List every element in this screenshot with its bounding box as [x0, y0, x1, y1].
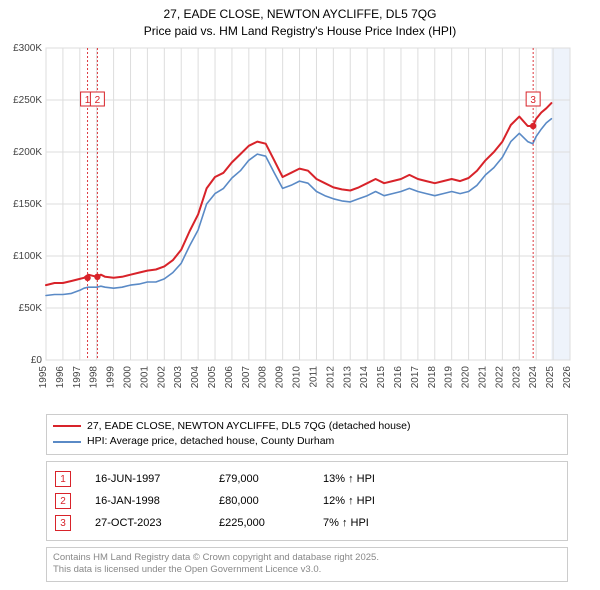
- legend-label: HPI: Average price, detached house, Coun…: [87, 434, 334, 450]
- credit-line-1: Contains HM Land Registry data © Crown c…: [53, 552, 561, 564]
- svg-text:1997: 1997: [72, 365, 83, 388]
- svg-text:2021: 2021: [477, 365, 488, 388]
- svg-text:2019: 2019: [444, 365, 455, 388]
- table-row: 2 16-JAN-1998 £80,000 12% ↑ HPI: [55, 490, 559, 512]
- svg-text:2023: 2023: [511, 365, 522, 388]
- svg-text:3: 3: [530, 95, 536, 106]
- svg-text:£300K: £300K: [13, 43, 42, 54]
- svg-text:2006: 2006: [224, 365, 235, 388]
- svg-text:2012: 2012: [325, 365, 336, 388]
- legend-row: HPI: Average price, detached house, Coun…: [53, 434, 561, 450]
- svg-text:2017: 2017: [410, 365, 421, 388]
- svg-text:2009: 2009: [275, 365, 286, 388]
- legend-label: 27, EADE CLOSE, NEWTON AYCLIFFE, DL5 7QG…: [87, 419, 411, 435]
- chart-area: £0 £50K £100K £150K £200K £250K £300K 1995 1996 1…: [0, 40, 600, 410]
- row-marker: 1: [55, 471, 71, 487]
- svg-text:2005: 2005: [207, 365, 218, 388]
- credit-line-2: This data is licensed under the Open Gov…: [53, 564, 561, 576]
- sales-table: 1 16-JUN-1997 £79,000 13% ↑ HPI 2 16-JAN-1998…: [46, 461, 568, 541]
- svg-text:2020: 2020: [461, 365, 472, 388]
- svg-text:1998: 1998: [89, 365, 100, 388]
- title-line-2: Price paid vs. HM Land Registry's House …: [0, 23, 600, 40]
- svg-text:1996: 1996: [55, 365, 66, 388]
- svg-text:2004: 2004: [190, 365, 201, 388]
- svg-text:£0: £0: [31, 355, 43, 366]
- svg-text:2001: 2001: [139, 365, 150, 388]
- svg-text:£50K: £50K: [19, 303, 43, 314]
- svg-text:£250K: £250K: [13, 95, 42, 106]
- svg-text:1999: 1999: [106, 365, 117, 388]
- svg-text:2: 2: [95, 95, 101, 106]
- row-marker: 2: [55, 493, 71, 509]
- chart-title: 27, EADE CLOSE, NEWTON AYCLIFFE, DL5 7QG…: [0, 0, 600, 40]
- row-price: £80,000: [219, 495, 299, 507]
- svg-text:2010: 2010: [292, 365, 303, 388]
- legend-swatch: [53, 425, 81, 427]
- svg-text:2018: 2018: [427, 365, 438, 388]
- row-pct: 13% ↑ HPI: [323, 473, 443, 485]
- svg-text:2022: 2022: [494, 365, 505, 388]
- svg-text:2024: 2024: [528, 365, 539, 388]
- legend-row: 27, EADE CLOSE, NEWTON AYCLIFFE, DL5 7QG…: [53, 419, 561, 435]
- row-price: £225,000: [219, 517, 299, 529]
- row-date: 27-OCT-2023: [95, 517, 195, 529]
- table-row: 1 16-JUN-1997 £79,000 13% ↑ HPI: [55, 468, 559, 490]
- svg-text:2007: 2007: [241, 365, 252, 388]
- title-line-1: 27, EADE CLOSE, NEWTON AYCLIFFE, DL5 7QG: [0, 6, 600, 23]
- row-marker: 3: [55, 515, 71, 531]
- svg-text:2016: 2016: [393, 365, 404, 388]
- table-row: 3 27-OCT-2023 £225,000 7% ↑ HPI: [55, 512, 559, 534]
- row-price: £79,000: [219, 473, 299, 485]
- svg-text:2015: 2015: [376, 365, 387, 388]
- svg-text:2013: 2013: [342, 365, 353, 388]
- svg-text:2008: 2008: [258, 365, 269, 388]
- row-date: 16-JAN-1998: [95, 495, 195, 507]
- legend: 27, EADE CLOSE, NEWTON AYCLIFFE, DL5 7QG…: [46, 414, 568, 456]
- svg-text:2011: 2011: [308, 365, 319, 387]
- row-date: 16-JUN-1997: [95, 473, 195, 485]
- svg-text:2000: 2000: [123, 365, 134, 388]
- svg-text:2014: 2014: [359, 365, 370, 388]
- svg-text:£100K: £100K: [13, 251, 42, 262]
- line-chart-svg: £0 £50K £100K £150K £200K £250K £300K 1995 1996 1…: [0, 40, 600, 410]
- svg-text:2003: 2003: [173, 365, 184, 388]
- legend-swatch: [53, 441, 81, 443]
- chart-container: 27, EADE CLOSE, NEWTON AYCLIFFE, DL5 7QG…: [0, 0, 600, 582]
- svg-text:2002: 2002: [156, 365, 167, 388]
- svg-text:2025: 2025: [545, 365, 556, 388]
- row-pct: 7% ↑ HPI: [323, 517, 443, 529]
- svg-text:£200K: £200K: [13, 147, 42, 158]
- credit: Contains HM Land Registry data © Crown c…: [46, 547, 568, 582]
- svg-text:1995: 1995: [38, 365, 49, 388]
- svg-text:2026: 2026: [562, 365, 573, 388]
- svg-text:£150K: £150K: [13, 199, 42, 210]
- row-pct: 12% ↑ HPI: [323, 495, 443, 507]
